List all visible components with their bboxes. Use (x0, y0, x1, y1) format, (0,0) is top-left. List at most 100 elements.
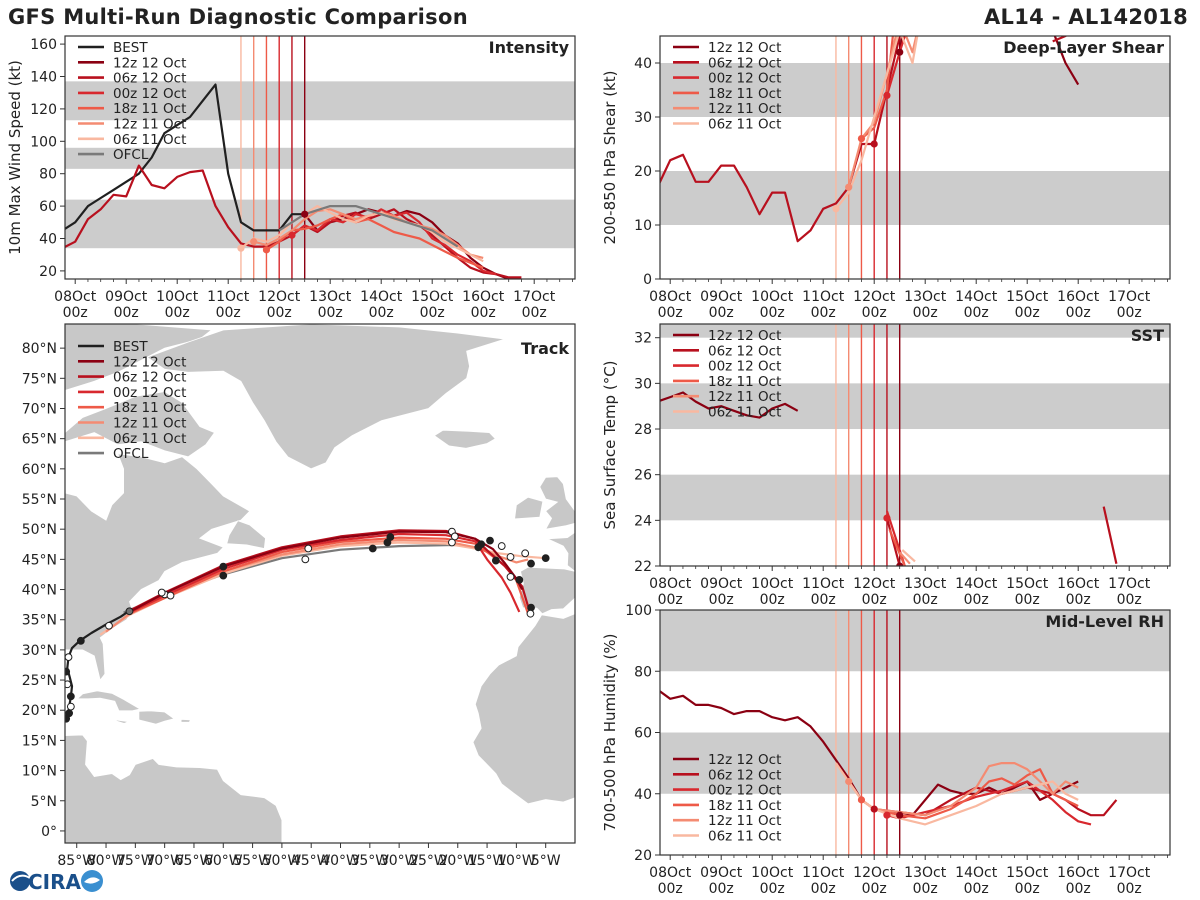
track-legend-label-12z-11-oct: 12z 11 Oct (113, 416, 186, 432)
intensity-marker-4 (301, 210, 309, 218)
rh-band-0 (660, 732, 1170, 794)
intensity-marker-1 (250, 238, 258, 246)
sst-series-18z-11-oct-4 (888, 529, 906, 566)
shear-xtick-label-2: 10Oct 00z (751, 289, 794, 321)
rh-ytick-label-2: 60 (634, 726, 652, 742)
track-land-arctic-islands (65, 324, 213, 391)
track-marker-23 (486, 536, 494, 545)
rh-legend-label-06z-11-oct: 06z 11 Oct (708, 829, 781, 845)
sst-legend-label-12z-11-oct: 12z 11 Oct (708, 389, 781, 405)
track-ytick-label-15: 75°N (22, 371, 57, 387)
intensity-ytick-label-0: 20 (39, 264, 57, 280)
track-ytick-label-12: 60°N (22, 462, 57, 478)
shear-xtick-label-7: 15Oct 00z (1006, 289, 1049, 321)
logo-seal-wave-icon (84, 877, 100, 884)
rh-series-12z-11-oct-4 (847, 761, 1079, 817)
shear-xtick-label-6: 14Oct 00z (955, 289, 998, 321)
track-marker-5 (65, 667, 71, 676)
rh-xtick-label-8: 16Oct 00z (1057, 865, 1100, 897)
track-xtick-label-6: 55°W (233, 853, 272, 869)
sst-frame (659, 323, 1171, 567)
cira-logo: CIRA (10, 870, 103, 894)
intensity-ytick-label-2: 60 (39, 199, 57, 215)
intensity-legend-label-06z-11-oct: 06z 11 Oct (113, 132, 186, 148)
sst-xtick-label-2: 10Oct 00z (751, 576, 794, 608)
track-xtick-label-8: 45°W (292, 853, 331, 869)
track-marker-6 (65, 653, 73, 662)
shear-ytick-label-3: 30 (634, 110, 652, 126)
intensity-xtick-label-5: 13Oct 00z (309, 289, 352, 321)
track-ytick-label-7: 35°N (22, 613, 57, 629)
track-series-12z-12-oct (128, 530, 524, 613)
intensity-legend-label-12z-11-oct: 12z 11 Oct (113, 117, 186, 133)
shear-marker-0 (832, 205, 840, 213)
track-land-puerto-rico (180, 718, 192, 723)
intensity-xtick-label-6: 14Oct 00z (360, 289, 403, 321)
page-title: GFS Multi-Run Diagnostic Comparison (8, 5, 468, 29)
track-land-ireland (514, 496, 544, 520)
track-land-greenland (146, 324, 505, 470)
track-legend-label-best: BEST (113, 339, 148, 355)
shear-ytick-label-1: 10 (634, 218, 652, 234)
intensity-ytick-label-4: 100 (30, 134, 57, 150)
sst-ytick-label-5: 32 (634, 331, 652, 347)
track-legend-label-06z-12-oct: 06z 12 Oct (113, 370, 186, 386)
track-marker-19 (368, 544, 377, 553)
track-xtick-label-9: 40°W (321, 853, 360, 869)
track-ytick-label-0: 0° (41, 824, 57, 840)
sst-ytick-label-0: 22 (634, 559, 652, 575)
shear-legend-label-12z-12-oct: 12z 12 Oct (708, 40, 781, 56)
intensity-legend-label-18z-11-oct: 18z 11 Oct (113, 101, 186, 117)
sst-ytick-label-2: 26 (634, 468, 652, 484)
track-series-00z-12-oct (129, 532, 521, 614)
track-xtick-label-16: 5°W (531, 853, 561, 869)
logo-text: CIRA (28, 870, 82, 894)
sst-title: SST (1131, 326, 1164, 345)
sst-legend-label-12z-12-oct: 12z 12 Oct (708, 328, 781, 344)
shear-frame (659, 35, 1171, 280)
track-frame (64, 323, 576, 844)
sst-xtick-label-4: 12Oct 00z (853, 576, 896, 608)
shear-ylabel: 200-850 hPa Shear (kt) (601, 71, 619, 245)
track-xtick-label-11: 30°W (380, 853, 419, 869)
track-ytick-label-2: 10°N (22, 764, 57, 780)
intensity-ytick-label-1: 40 (39, 232, 57, 248)
intensity-ytick-label-3: 80 (39, 167, 57, 183)
track-panel: 0° 5°N 10°N 15°N 20°N 25°N 30°N 35°N 40°N 45°N 50°… (22, 323, 576, 869)
intensity-band-2 (65, 81, 575, 121)
rh-title: Mid-Level RH (1045, 612, 1164, 631)
intensity-series-group (65, 83, 522, 279)
shear-xtick-label-1: 09Oct 00z (700, 289, 743, 321)
shear-xtick-label-9: 17Oct 00z (1108, 289, 1151, 321)
shear-legend-label-06z-11-oct: 06z 11 Oct (708, 117, 781, 133)
intensity-frame (64, 35, 576, 280)
rh-series-18z-11-oct-3 (860, 768, 1079, 820)
rh-xtick-label-3: 11Oct 00z (802, 865, 845, 897)
track-marker-21 (450, 532, 459, 541)
track-land-france (547, 531, 575, 572)
sst-marker-1 (896, 562, 904, 566)
track-xtick-label-15: 10°W (497, 853, 536, 869)
intensity-xtick-label-9: 17Oct 00z (513, 289, 556, 321)
shear-marker-2 (857, 135, 866, 143)
intensity-legend-label-00z-12-oct: 00z 12 Oct (113, 86, 186, 102)
intensity-xtick-label-4: 12Oct 00z (258, 289, 301, 321)
sst-ytick-label-1: 24 (634, 513, 652, 529)
track-land-baffin (65, 391, 216, 458)
intensity-xtick-label-8: 16Oct 00z (462, 289, 505, 321)
shear-legend-label-00z-12-oct: 00z 12 Oct (708, 71, 781, 87)
track-xtick-label-12: 25°W (409, 853, 448, 869)
track-marker-7 (76, 636, 85, 645)
track-ytick-label-8: 40°N (22, 583, 57, 599)
intensity-xtick-label-2: 10Oct 00z (156, 289, 199, 321)
sst-xtick-label-8: 16Oct 00z (1057, 576, 1100, 608)
track-land-central-america (65, 700, 283, 843)
shear-ytick-label-0: 0 (643, 272, 652, 288)
track-xtick-label-13: 20°W (438, 853, 477, 869)
track-marker-31 (491, 556, 500, 565)
track-land-north-america (65, 324, 251, 682)
intensity-legend-label-12z-12-oct: 12z 12 Oct (113, 55, 186, 71)
